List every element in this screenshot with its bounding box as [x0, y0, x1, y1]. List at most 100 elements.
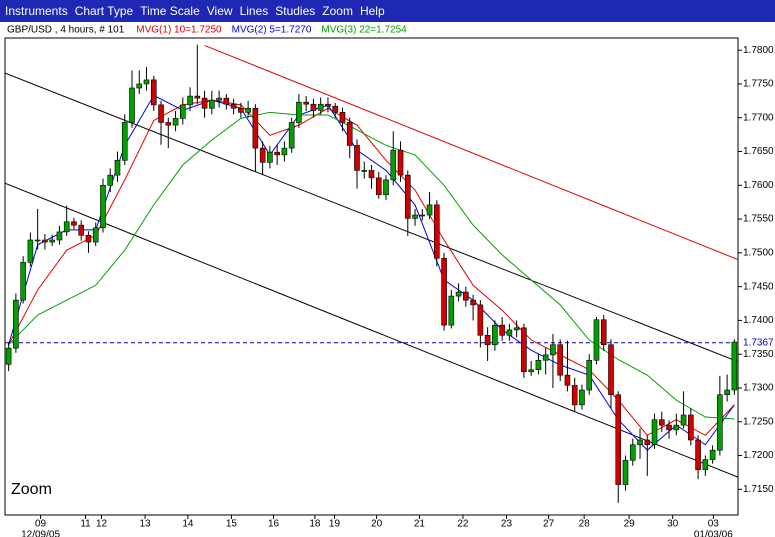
- candle-body: [129, 87, 135, 123]
- candle-body: [114, 159, 121, 176]
- legend-entry: MVG(3) 22=1.7254: [321, 25, 407, 36]
- y-tick-label: 1.7600: [743, 180, 774, 191]
- candle-body: [593, 319, 600, 361]
- candle-body: [346, 122, 353, 146]
- candle-body: [390, 149, 397, 181]
- candle-body: [5, 347, 12, 365]
- x-tick-label: 21: [414, 519, 426, 530]
- x-tick-label: 29: [624, 519, 636, 530]
- menu-item[interactable]: Help: [359, 4, 385, 18]
- candle-body: [317, 103, 324, 111]
- x-tick-label: 12: [96, 519, 108, 530]
- candle-body: [107, 174, 114, 186]
- candle-body: [238, 107, 244, 113]
- candle-body: [100, 184, 106, 229]
- candle-body: [564, 374, 571, 386]
- candle-body: [150, 79, 157, 106]
- y-tick-label: 1.7250: [743, 416, 774, 427]
- candle-body: [419, 214, 426, 217]
- candle-body: [600, 319, 607, 346]
- candle-body: [622, 459, 629, 485]
- y-tick-label: 1.7150: [743, 484, 774, 495]
- menu-item[interactable]: Zoom: [322, 4, 353, 18]
- candle-body: [463, 291, 469, 301]
- menu-item[interactable]: Instruments: [5, 4, 68, 18]
- header: GBP/USD , 4 hours, # 101 MVG(1) 10=1.7250…: [7, 25, 407, 36]
- candle-body: [187, 95, 193, 106]
- x-tick-label: 19: [329, 519, 341, 530]
- candle-body: [71, 221, 77, 226]
- zoom-label: Zoom: [11, 481, 52, 498]
- x-tick-label: 20: [371, 519, 383, 530]
- candle-body: [492, 324, 498, 346]
- candle-body: [637, 439, 643, 446]
- candle-body: [49, 239, 55, 243]
- candle-body: [695, 439, 701, 471]
- candle-body: [267, 151, 273, 163]
- y-tick-label: 1.7700: [743, 112, 774, 123]
- menu-item[interactable]: Lines: [239, 4, 269, 18]
- candle-body: [506, 329, 513, 336]
- candle-body: [20, 262, 26, 301]
- candle-body: [426, 204, 433, 216]
- candle-body: [27, 239, 34, 263]
- menu-item[interactable]: Time Scale: [140, 4, 200, 18]
- candle-body: [209, 99, 215, 109]
- y-tick-label: 1.7650: [743, 146, 774, 157]
- moving-average: [8, 94, 735, 451]
- candle-body: [194, 95, 201, 99]
- x-tick-label: 15: [226, 519, 238, 530]
- candle-body: [608, 344, 614, 396]
- candle-body: [528, 369, 534, 373]
- candle-body: [361, 170, 368, 172]
- plot: [5, 44, 738, 503]
- candle-body: [121, 122, 128, 161]
- candle-body: [579, 389, 585, 406]
- x-tick-label: 22: [457, 519, 469, 530]
- candle-body: [92, 227, 99, 243]
- candle-body: [550, 344, 556, 356]
- menu-item[interactable]: Studies: [275, 4, 316, 18]
- x-tick-label: 11: [80, 519, 91, 530]
- x-tick-label: 28: [579, 519, 591, 530]
- candle-body: [557, 344, 563, 376]
- candle-body: [34, 239, 41, 242]
- trend-line: [5, 72, 738, 363]
- candle-body: [673, 424, 680, 431]
- y-tick-label: 1.7750: [743, 79, 774, 90]
- menu-item[interactable]: Chart Type: [74, 4, 134, 18]
- candle-body: [571, 384, 578, 406]
- y-tick-label: 1.7350: [743, 349, 774, 360]
- x-tick-label: 30: [667, 519, 679, 530]
- candle-body: [288, 122, 295, 149]
- candle-body: [680, 414, 687, 426]
- candle-body: [542, 354, 549, 361]
- candle-body: [354, 145, 360, 171]
- candle-body: [724, 389, 730, 396]
- candle-body: [651, 419, 658, 446]
- candle-body: [216, 97, 222, 101]
- candle-body: [441, 257, 447, 326]
- candle-body: [252, 107, 259, 149]
- candle-body: [296, 101, 302, 123]
- y-tick-label: 1.7200: [743, 450, 774, 461]
- candle-body: [615, 394, 622, 485]
- chart-title: GBP/USD , 4 hours, # 101: [7, 25, 125, 36]
- legend-entry: MVG(2) 5=1.7270: [232, 25, 312, 36]
- plot-area: [4, 37, 739, 516]
- candle-body: [586, 359, 593, 391]
- x-tick-label: 03: [708, 519, 720, 530]
- candle-body: [412, 214, 418, 219]
- candle-body: [434, 204, 440, 259]
- candle-body: [709, 449, 716, 460]
- y-tick-label: 1.7800: [743, 45, 774, 56]
- candle-body: [201, 97, 208, 109]
- candle-body: [325, 103, 331, 107]
- y-tick-label: 1.7450: [743, 281, 774, 292]
- y-tick-label: 1.7550: [743, 214, 774, 225]
- x-tick-label: 23: [501, 519, 513, 530]
- candle-body: [339, 112, 346, 123]
- menu-item[interactable]: View: [206, 4, 233, 18]
- candle-body: [397, 149, 404, 176]
- candle-body: [13, 299, 19, 349]
